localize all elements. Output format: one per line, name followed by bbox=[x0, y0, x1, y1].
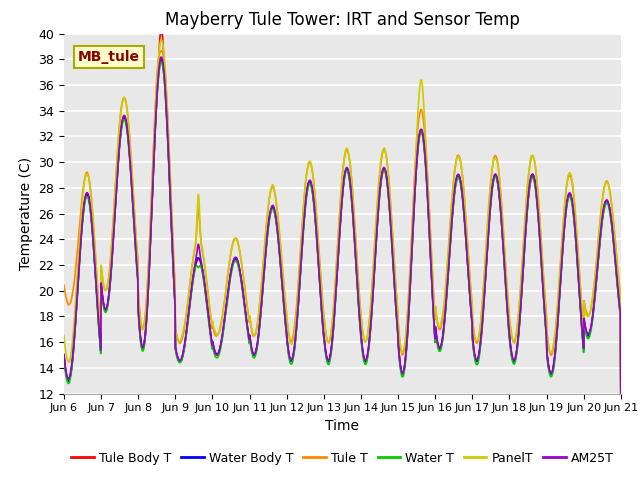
Legend: Tule Body T, Water Body T, Tule T, Water T, PanelT, AM25T: Tule Body T, Water Body T, Tule T, Water… bbox=[67, 447, 618, 469]
Title: Mayberry Tule Tower: IRT and Sensor Temp: Mayberry Tule Tower: IRT and Sensor Temp bbox=[165, 11, 520, 29]
Text: MB_tule: MB_tule bbox=[78, 50, 140, 64]
Y-axis label: Temperature (C): Temperature (C) bbox=[19, 157, 33, 270]
X-axis label: Time: Time bbox=[325, 419, 360, 433]
